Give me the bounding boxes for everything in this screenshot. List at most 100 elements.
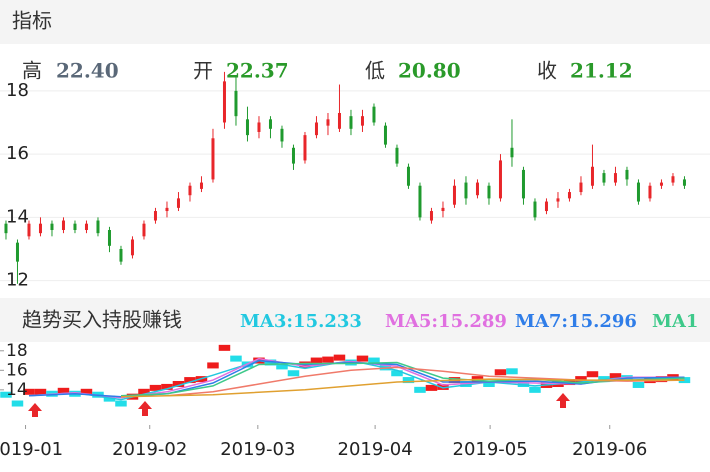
- legend-entry: MA5:15.289: [385, 311, 507, 332]
- trend-bar: [287, 370, 300, 377]
- candle-body: [487, 185, 491, 199]
- candle-body: [61, 220, 65, 231]
- trend-bar: [517, 380, 530, 387]
- candle-body: [579, 182, 583, 193]
- candle-body: [544, 201, 548, 212]
- candle-body: [211, 138, 215, 180]
- open-label: 开: [193, 59, 213, 83]
- candle-body: [280, 128, 284, 142]
- candle-body: [613, 173, 617, 183]
- candle-body: [452, 185, 456, 205]
- low-value: 20.80: [398, 59, 461, 83]
- trend-bar: [632, 381, 645, 388]
- candle-body: [372, 106, 376, 123]
- high-label: 高: [22, 59, 42, 83]
- trend-bar: [230, 355, 242, 362]
- ma-line: [120, 378, 685, 398]
- candle-body: [464, 182, 468, 199]
- trend-bar: [414, 386, 426, 393]
- candle-body: [314, 122, 318, 136]
- trend-bar: [115, 400, 127, 407]
- candle-body: [130, 239, 134, 256]
- trend-bar: [391, 370, 403, 377]
- trend-bar: [356, 355, 369, 362]
- ma-line: [120, 361, 685, 397]
- candle-body: [648, 185, 652, 199]
- header-bar: [0, 0, 710, 44]
- trend-bar: [368, 357, 380, 364]
- trend-bar: [333, 354, 346, 361]
- candle-body: [510, 147, 514, 158]
- close-value: 21.12: [570, 59, 633, 83]
- candle-body: [349, 116, 353, 129]
- trend-bar: [494, 369, 507, 376]
- y-tick-label: 14: [6, 206, 29, 227]
- candle-body: [533, 201, 537, 218]
- trend-bar: [506, 368, 518, 375]
- legend-entry: MA3:15.233: [240, 311, 362, 332]
- trend-bar: [425, 384, 438, 391]
- header-title: 指标: [12, 9, 52, 33]
- y-tick-label: 16: [6, 360, 28, 380]
- sub-bar: [0, 298, 710, 342]
- y-tick-label: 18: [6, 341, 28, 361]
- candle-body: [119, 248, 123, 262]
- candle-body: [659, 182, 663, 186]
- candle-body: [38, 223, 42, 234]
- trend-bar: [138, 388, 150, 395]
- x-tick-label: 2019-04: [338, 439, 413, 460]
- y-tick-label: 18: [6, 80, 29, 101]
- candle-body: [326, 119, 330, 126]
- candle-body: [406, 166, 410, 186]
- trend-bar: [529, 386, 541, 393]
- candle-body: [682, 179, 686, 186]
- trend-bar: [402, 377, 415, 384]
- panel-title: 趋势买入持股赚钱: [22, 308, 182, 332]
- candle-body: [176, 198, 180, 208]
- candle-body: [199, 182, 203, 189]
- candle-body: [188, 185, 192, 196]
- trend-bar: [23, 388, 35, 395]
- candle-body: [636, 182, 640, 202]
- high-value: 22.40: [56, 59, 119, 83]
- candle-body: [142, 223, 146, 237]
- trend-bar: [310, 357, 323, 364]
- x-tick-label: 2019-01: [0, 439, 63, 460]
- y-tick-label: 14: [6, 380, 28, 400]
- trend-bar: [276, 363, 288, 370]
- trend-bar: [11, 400, 24, 407]
- candle-body: [590, 166, 594, 186]
- candle-body: [441, 207, 445, 212]
- trend-bar: [322, 356, 334, 363]
- candle-body: [429, 211, 433, 221]
- candle-body: [521, 169, 525, 199]
- trend-bar: [0, 391, 12, 398]
- low-label: 低: [365, 59, 385, 83]
- trend-bar: [34, 388, 47, 395]
- trend-bar: [218, 344, 231, 351]
- candle-body: [84, 223, 88, 231]
- candle-body: [107, 230, 111, 246]
- candle-body: [498, 160, 502, 199]
- trend-bar: [207, 362, 219, 369]
- candle-body: [602, 173, 606, 183]
- trend-bar: [609, 373, 622, 380]
- trend-bar: [575, 376, 587, 383]
- open-value: 22.37: [226, 59, 289, 83]
- candle-body: [4, 223, 8, 234]
- x-tick-label: 2019-03: [220, 439, 295, 460]
- candle-body: [96, 220, 100, 234]
- x-tick-label: 2019-02: [112, 439, 187, 460]
- x-tick-label: 2019-05: [453, 439, 528, 460]
- y-tick-label: 16: [6, 143, 29, 164]
- trend-bar: [184, 377, 196, 384]
- candle-body: [234, 90, 238, 117]
- candle-body: [625, 169, 629, 180]
- candle-body: [303, 135, 307, 161]
- candle-body: [165, 207, 169, 212]
- trend-bar: [57, 387, 70, 394]
- candle-body: [291, 147, 295, 164]
- candle-body: [245, 119, 249, 136]
- candle-body: [556, 198, 560, 202]
